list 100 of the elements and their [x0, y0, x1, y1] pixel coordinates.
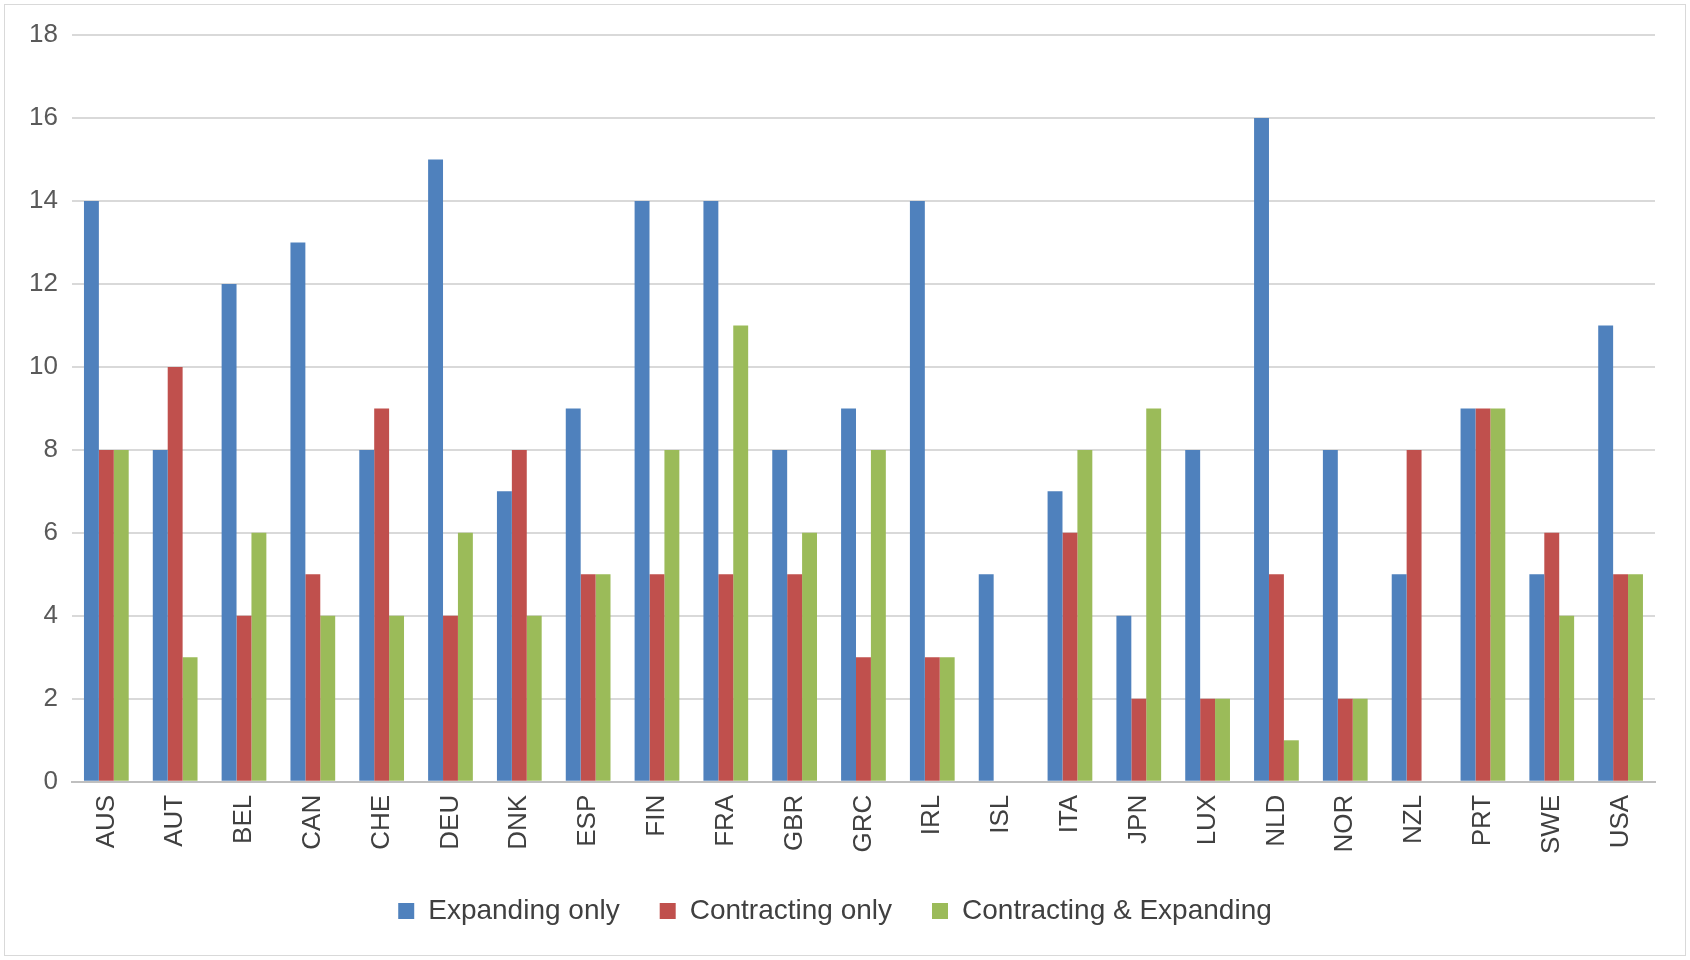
x-tick-label: BEL [227, 794, 258, 844]
bar [236, 615, 252, 781]
bar [496, 491, 512, 781]
bar [182, 657, 198, 781]
bar [167, 366, 183, 781]
bar [924, 657, 940, 781]
y-tick-label: 16 [29, 101, 58, 132]
bar [389, 615, 405, 781]
x-tick-label: ISL [984, 794, 1015, 834]
y-tick-label: 12 [29, 267, 58, 298]
bar [1185, 449, 1201, 781]
x-tick-label: ESP [571, 794, 602, 847]
x-tick-label: FIN [640, 794, 671, 837]
bar [1200, 698, 1216, 781]
y-tick-label: 8 [43, 433, 58, 464]
bar [83, 200, 99, 781]
bar [1322, 449, 1338, 781]
bar [772, 449, 788, 781]
y-tick-label: 18 [29, 18, 58, 49]
bar [664, 449, 680, 781]
bar [305, 574, 321, 781]
x-tick-label: NLD [1259, 794, 1290, 847]
x-tick-label: IRL [915, 794, 946, 836]
bar [98, 449, 114, 781]
x-tick-label: USA [1603, 794, 1634, 849]
bar [595, 574, 611, 781]
bar [1215, 698, 1230, 781]
bar [1544, 532, 1560, 781]
x-tick-label: SWE [1534, 794, 1565, 855]
x-tick-label: ITA [1053, 794, 1084, 834]
x-tick-label: DEU [433, 794, 464, 850]
y-tick-label: 0 [43, 764, 58, 795]
y-tick-label: 4 [43, 599, 58, 629]
bar [1116, 615, 1132, 781]
x-tick-label: GBR [777, 794, 808, 852]
bar [634, 200, 650, 781]
bar [428, 159, 444, 781]
bar [703, 200, 719, 781]
bar [1062, 532, 1078, 781]
bar [1268, 574, 1284, 781]
bar [113, 449, 129, 781]
bar [1529, 574, 1545, 781]
bar [320, 615, 336, 781]
bar [526, 615, 542, 781]
bar [1254, 117, 1269, 781]
bar [290, 242, 306, 781]
y-tick-label: 14 [29, 184, 58, 215]
bar [511, 449, 527, 781]
x-tick-label: AUT [158, 794, 189, 847]
bar [443, 615, 458, 781]
x-tick-label: NZL [1397, 794, 1428, 844]
y-tick-label: 6 [43, 516, 58, 547]
bar [221, 283, 237, 781]
bar [359, 449, 375, 781]
bar [1146, 408, 1162, 781]
bar [1283, 740, 1299, 781]
bar [733, 325, 749, 781]
x-tick-label: LUX [1190, 794, 1221, 846]
bar [1628, 574, 1643, 781]
bar [374, 408, 390, 781]
bar [1613, 574, 1629, 781]
bar [978, 574, 994, 781]
y-tick-label: 2 [43, 681, 58, 712]
x-tick-label: PRT [1466, 794, 1497, 847]
x-tick-label: GRC [846, 794, 877, 853]
bar [251, 532, 267, 781]
x-tick-label: NOR [1328, 794, 1359, 853]
bar [802, 532, 817, 781]
legend-label: Contracting & Expanding [962, 893, 1272, 925]
legend-label: Contracting only [689, 893, 893, 925]
bar [870, 449, 886, 781]
x-tick-label: CHE [364, 794, 395, 850]
bar [939, 657, 955, 781]
y-tick-label: 10 [29, 350, 58, 381]
bar [909, 200, 925, 781]
bar [1475, 408, 1491, 781]
bar [1337, 698, 1353, 781]
bar [457, 532, 473, 781]
bar [841, 408, 856, 781]
bar [718, 574, 734, 781]
bar [856, 657, 871, 781]
x-tick-label: FRA [708, 794, 739, 847]
bar [1391, 574, 1407, 781]
bar [1598, 325, 1614, 781]
bar [649, 574, 665, 781]
bar [1352, 698, 1368, 781]
bar [1559, 615, 1575, 781]
bar [1131, 698, 1147, 781]
bar [1490, 408, 1506, 781]
bar [1077, 449, 1093, 781]
bar [1047, 491, 1063, 781]
x-tick-label: DNK [502, 794, 533, 850]
x-tick-label: CAN [296, 794, 326, 850]
x-tick-label: JPN [1121, 794, 1152, 844]
bar [787, 574, 803, 781]
bar [152, 449, 168, 781]
bar [1460, 408, 1476, 781]
legend-label: Expanding only [428, 893, 620, 925]
x-tick-label: AUS [89, 794, 120, 849]
bar [1406, 449, 1422, 781]
